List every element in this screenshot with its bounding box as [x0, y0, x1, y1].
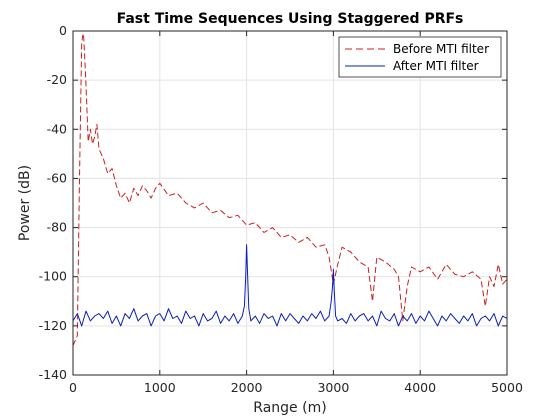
y-tick-label: -100: [39, 269, 67, 284]
y-axis-label: Power (dB): [17, 165, 33, 241]
plot-frame: [72, 30, 508, 376]
x-tick-label: 0: [69, 380, 77, 395]
x-tick-label: 4000: [404, 380, 436, 395]
y-tick-label: -80: [47, 220, 67, 235]
axis-ticks: 0 1000 2000 3000 4000 5000 0 -20 -40 -60 -80 -100 -1…: [39, 23, 523, 395]
legend-label-after-mti: After MTI filter: [393, 59, 479, 73]
series-line-before-mti: [73, 33, 507, 346]
x-axis-label: Range (m): [253, 400, 326, 416]
y-tick-label: -120: [39, 318, 67, 333]
chart-title: Fast Time Sequences Using Staggered PRFs: [117, 11, 464, 27]
plot-area: [73, 33, 507, 346]
y-tick-label: -140: [39, 367, 67, 382]
x-tick-label: 5000: [491, 380, 523, 395]
y-tick-label: -40: [47, 121, 67, 136]
x-tick-label: 1000: [144, 380, 176, 395]
y-tick-label: 0: [59, 23, 67, 38]
y-tick-label: -20: [47, 72, 67, 87]
legend-label-before-mti: Before MTI filter: [393, 42, 489, 56]
y-tick-label: -60: [47, 170, 67, 185]
legend: Before MTI filter After MTI filter: [338, 36, 502, 78]
legend-box: [338, 36, 502, 78]
plot-background: [73, 31, 507, 375]
series-line-after-mti: [73, 244, 507, 327]
x-tick-label: 2000: [231, 380, 263, 395]
x-tick-label: 3000: [317, 380, 349, 395]
